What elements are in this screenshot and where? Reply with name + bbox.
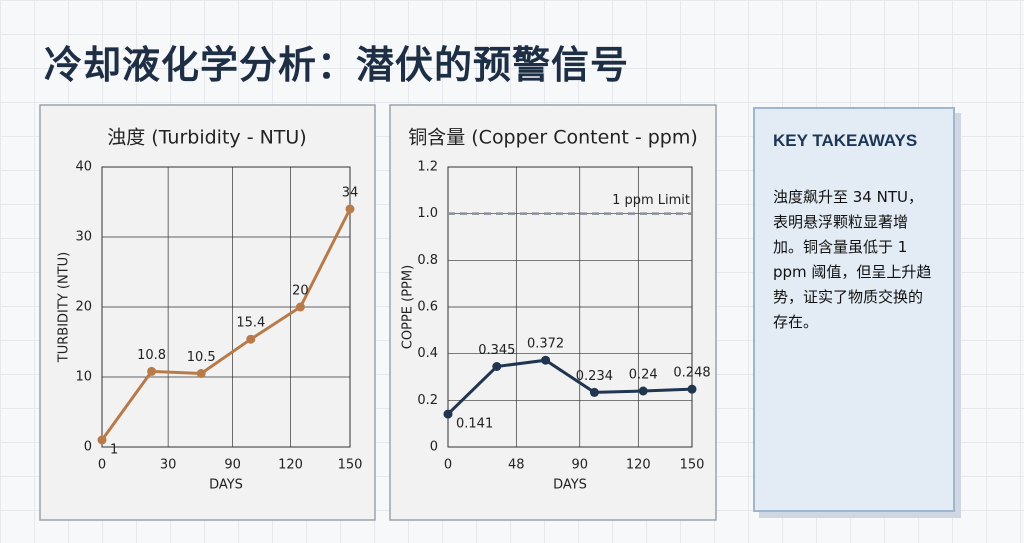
y-tick-label: 0 [430, 440, 438, 455]
y-tick-label: 10 [75, 370, 92, 385]
reference-label: 1 ppm Limit [612, 193, 690, 208]
y-tick-label: 0 [84, 440, 92, 455]
y-tick-label: 30 [75, 230, 92, 245]
panel [39, 104, 376, 521]
y-axis-label: TURBIDITY (NTU) [57, 252, 72, 363]
x-axis-label: DAYS [209, 478, 243, 493]
point [97, 435, 107, 445]
chart-title: 铜含量 (Copper Content - ppm) [408, 127, 698, 149]
value-label: 10.5 [187, 350, 216, 365]
x-tick-label: 150 [338, 458, 363, 473]
point [541, 355, 551, 365]
value-label: 34 [342, 186, 359, 201]
x-tick-label: 120 [626, 458, 651, 473]
x-tick-label: 90 [224, 458, 241, 473]
y-tick-label: 0.6 [417, 300, 438, 315]
x-tick-label: 120 [278, 458, 303, 473]
y-tick-label: 0.2 [417, 393, 438, 408]
point [295, 302, 305, 312]
value-label: 15.4 [236, 316, 265, 331]
value-label: 0.234 [576, 369, 613, 384]
value-label: 1 [110, 443, 118, 458]
line [446, 358, 693, 416]
point [638, 386, 648, 396]
value-label: 20 [292, 284, 309, 299]
value-label: 0.141 [456, 417, 493, 432]
value-label: 0.248 [673, 366, 710, 381]
y-tick-label: 0.4 [417, 346, 438, 361]
chart-title: 浊度 (Turbidity - NTU) [107, 127, 306, 149]
point [443, 409, 453, 419]
x-tick-label: 48 [508, 458, 525, 473]
panel [389, 104, 717, 521]
y-tick-label: 0.8 [417, 253, 438, 268]
value-label: 0.372 [527, 337, 564, 352]
value-label: 0.24 [629, 368, 658, 383]
point [345, 204, 355, 214]
point [687, 384, 697, 394]
point [492, 362, 502, 371]
y-tick-label: 20 [75, 300, 92, 315]
x-axis-label: DAYS [553, 478, 587, 493]
point [246, 334, 256, 344]
y-tick-label: 1.2 [417, 160, 438, 175]
line [100, 208, 352, 441]
y-axis-label: COPPE (PPM) [401, 265, 416, 349]
x-tick-label: 0 [444, 458, 452, 473]
point [196, 369, 206, 378]
value-label: 10.8 [137, 348, 166, 363]
y-tick-label: 1.0 [417, 206, 438, 221]
takeaways-box: KEY TAKEAWAYS 浊度飙升至 34 NTU，表明悬浮颗粒显著增加。铜含… [753, 107, 955, 512]
x-tick-label: 90 [571, 458, 588, 473]
point [147, 366, 157, 376]
x-tick-label: 30 [160, 458, 177, 473]
x-tick-label: 150 [680, 458, 705, 473]
takeaways-text: 浊度飙升至 34 NTU，表明悬浮颗粒显著增加。铜含量虽低于 1 ppm 阈值，… [773, 188, 932, 331]
x-tick-label: 0 [98, 458, 106, 473]
takeaways-heading: KEY TAKEAWAYS [773, 131, 918, 150]
y-tick-label: 40 [75, 160, 92, 175]
value-label: 0.345 [478, 343, 515, 358]
page-title: 冷却液化学分析：潜伏的预警信号 [44, 43, 630, 87]
point [589, 387, 599, 397]
